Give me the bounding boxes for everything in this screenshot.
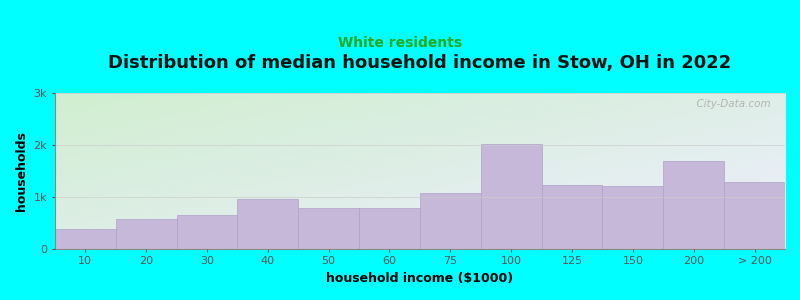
Text: City-Data.com: City-Data.com	[690, 99, 770, 109]
Bar	[177, 215, 238, 249]
Bar	[663, 160, 724, 249]
Bar	[116, 219, 177, 249]
Bar	[359, 208, 420, 249]
Bar	[55, 229, 116, 249]
Bar	[602, 187, 663, 249]
X-axis label: household income ($1000): household income ($1000)	[326, 272, 514, 285]
Bar	[724, 182, 785, 249]
Bar	[420, 193, 481, 249]
Bar	[238, 200, 298, 249]
Text: White residents: White residents	[338, 36, 462, 50]
Bar	[481, 144, 542, 249]
Title: Distribution of median household income in Stow, OH in 2022: Distribution of median household income …	[108, 54, 731, 72]
Y-axis label: households: households	[15, 131, 28, 211]
Bar	[298, 208, 359, 249]
Bar	[542, 185, 602, 249]
